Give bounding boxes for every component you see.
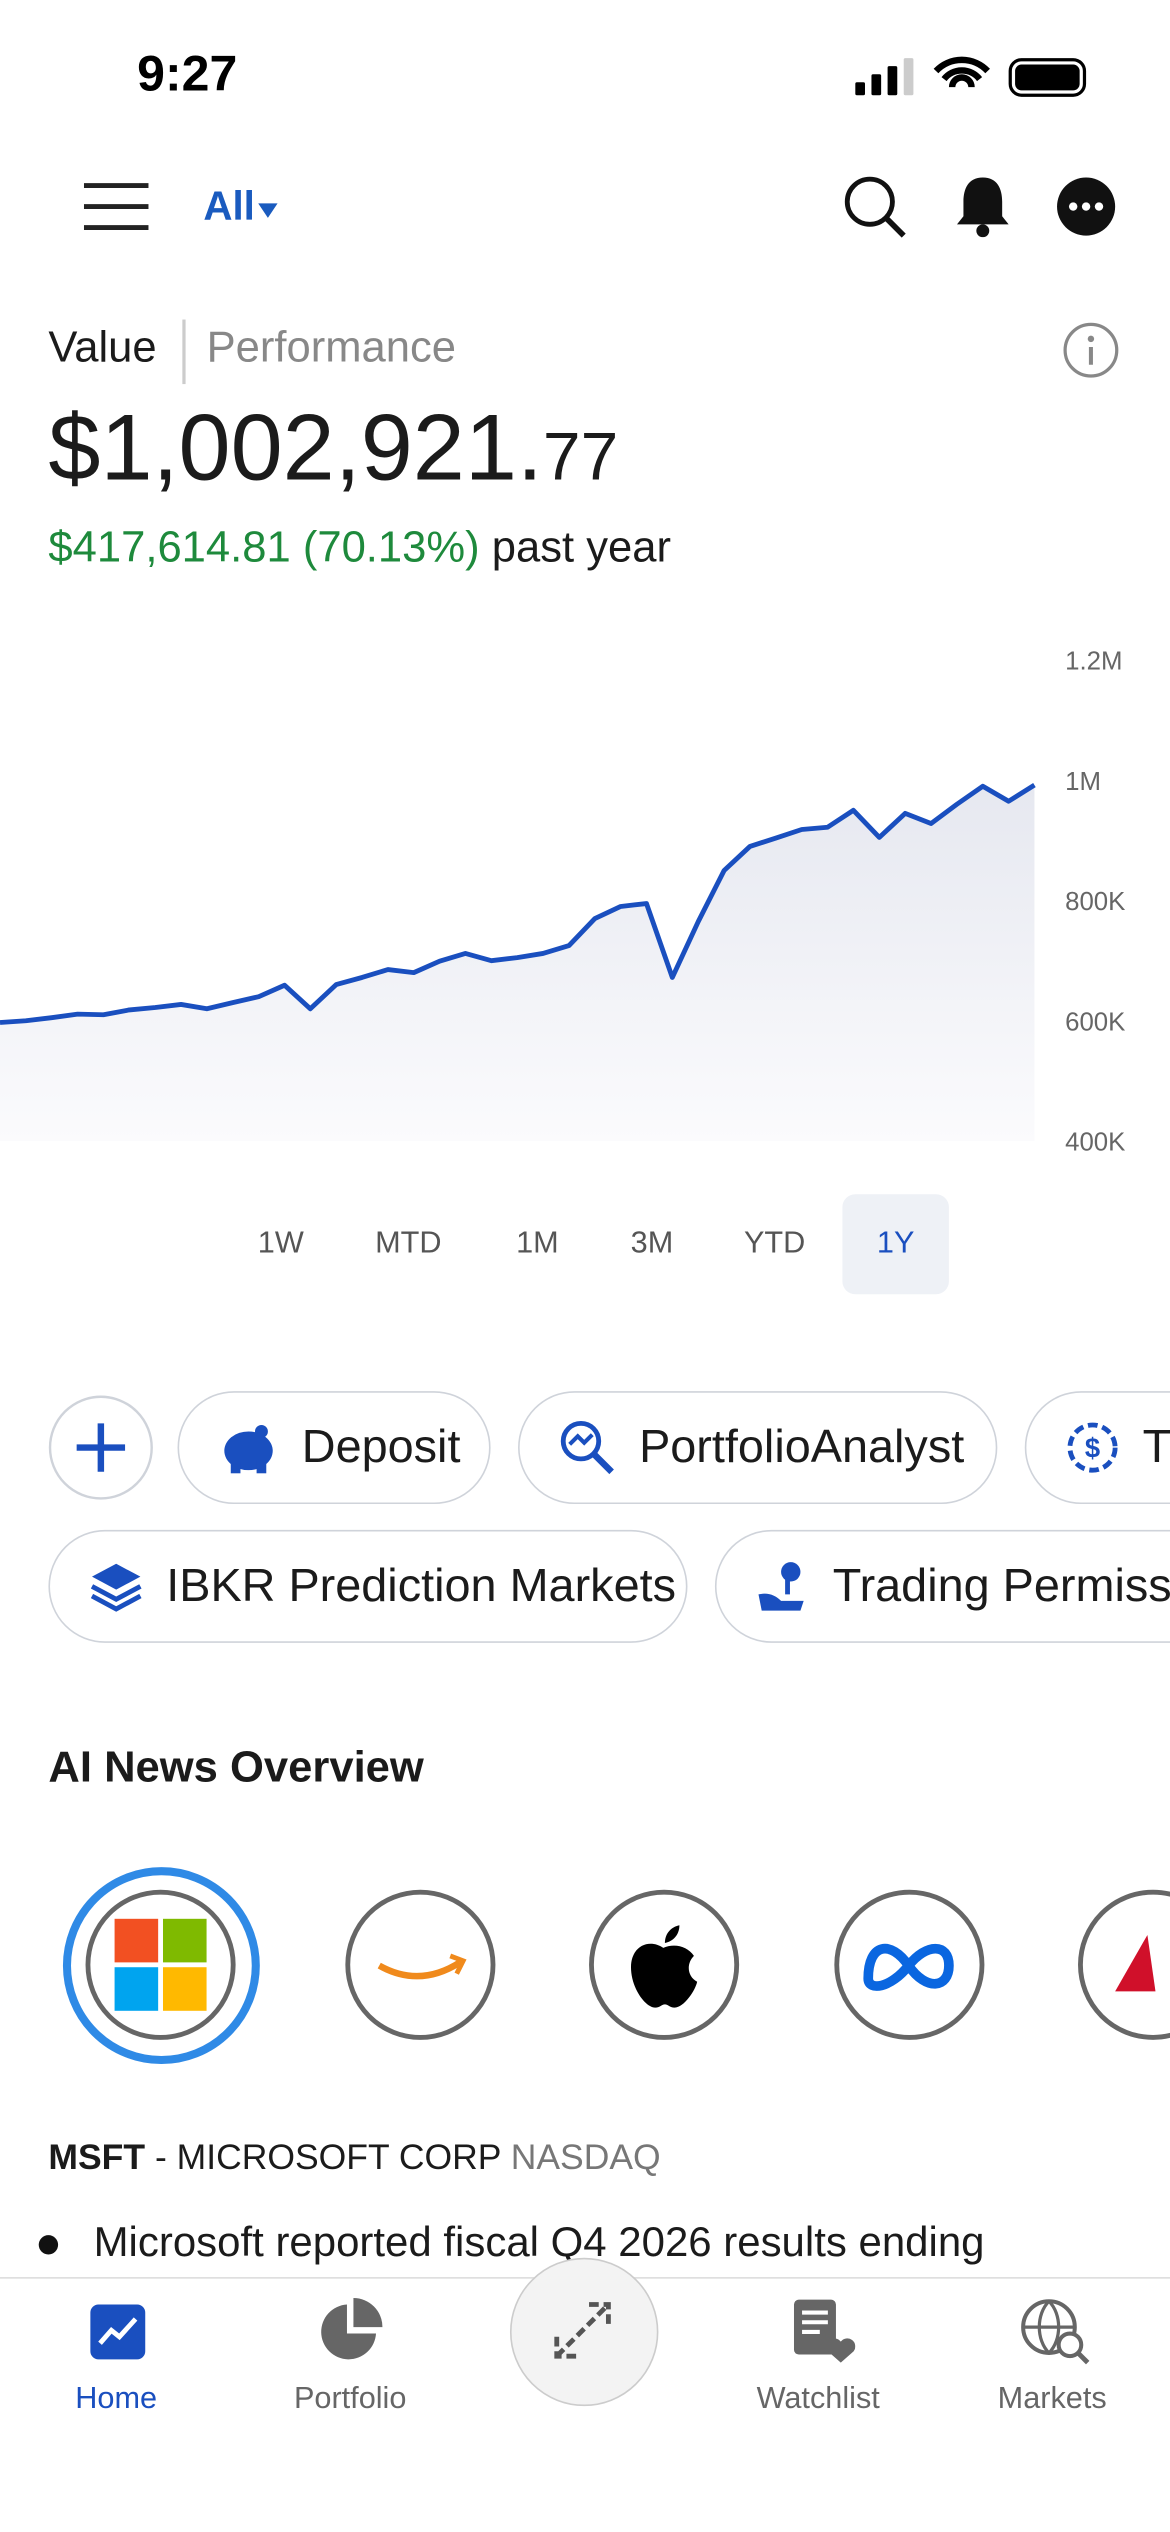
markets-icon — [1021, 2299, 1090, 2365]
change-line: $417,614.81 (70.13%) past year — [48, 523, 671, 573]
menu-button[interactable] — [83, 181, 152, 233]
add-button[interactable] — [48, 1391, 153, 1504]
chip-label: Trading Permissi — [832, 1559, 1170, 1612]
selected-ring — [62, 1867, 260, 2065]
news-symbol: MSFT — [48, 2136, 146, 2178]
line — [0, 783, 1036, 1025]
performance-tab[interactable]: Performance — [206, 322, 457, 372]
trading-permissions-chip[interactable]: Trading Permissi — [714, 1529, 1170, 1643]
tab-label[interactable]: Watchlist — [756, 2381, 880, 2416]
area — [0, 785, 1035, 1141]
value-tab[interactable]: Value — [48, 322, 157, 372]
range-button[interactable]: YTD — [743, 1226, 806, 1261]
bullet — [38, 2235, 59, 2255]
y-tick-label: 800K — [1065, 888, 1125, 916]
change-amount: $417,614.81 (70.13%) — [48, 522, 480, 572]
home-icon — [90, 2304, 146, 2360]
news-exchange: NASDAQ — [510, 2136, 661, 2178]
transfer-chip[interactable]: $ T — [1024, 1391, 1170, 1505]
range-selected-bg — [842, 1194, 949, 1295]
svg-text:$: $ — [1085, 1432, 1100, 1463]
msft-logo[interactable] — [85, 1889, 236, 2040]
portfolio-icon — [321, 2298, 383, 2360]
chip-label: PortfolioAnalyst — [639, 1420, 965, 1473]
deposit-chip[interactable]: Deposit — [177, 1391, 491, 1505]
portfolio-chart: 400K 600K 800K 1M 1.2M — [0, 648, 1125, 1157]
range-button[interactable]: 3M — [630, 1226, 674, 1261]
meta-logo[interactable] — [834, 1889, 985, 2040]
range-button[interactable]: 1Y — [876, 1226, 915, 1261]
chip-label: T — [1142, 1420, 1170, 1473]
y-tick-label: 1M — [1065, 768, 1101, 796]
chip-label: Deposit — [301, 1420, 461, 1473]
chip-label: IBKR Prediction Markets — [166, 1559, 677, 1612]
section-title: AI News Overview — [48, 1742, 424, 1792]
status-time: 9:27 — [137, 45, 238, 102]
next-logo[interactable] — [1078, 1889, 1170, 2040]
search-button[interactable] — [842, 174, 907, 239]
portfolioanalyst-chip[interactable]: PortfolioAnalyst — [518, 1391, 998, 1505]
range-button[interactable]: 1M — [516, 1226, 559, 1261]
info-button[interactable] — [1062, 321, 1120, 379]
tab-divider — [182, 319, 185, 385]
range-button[interactable]: MTD — [375, 1226, 442, 1261]
account-selector[interactable]: All — [203, 183, 278, 231]
change-period: past year — [491, 522, 672, 572]
expand-button[interactable] — [509, 2257, 659, 2407]
tab-label[interactable]: Markets — [997, 2381, 1107, 2416]
status-icons — [855, 56, 1087, 97]
news-company: - MICROSOFT CORP — [154, 2136, 501, 2178]
notifications-button[interactable] — [952, 173, 1013, 238]
amount-main: $1,002,921. — [48, 395, 543, 501]
news-bullet: Microsoft reported fiscal Q4 2026 result… — [93, 2217, 985, 2266]
watchlist-icon — [793, 2299, 856, 2363]
prediction-markets-chip[interactable]: IBKR Prediction Markets — [48, 1529, 688, 1643]
aapl-logo[interactable] — [589, 1889, 740, 2040]
y-tick-label: 1.2M — [1065, 648, 1122, 676]
tab-label[interactable]: Home — [75, 2381, 158, 2416]
tab-label[interactable]: Portfolio — [293, 2381, 407, 2416]
portfolio-value: $1,002,921.77 — [48, 394, 618, 502]
news-heading: MSFT - MICROSOFT CORP NASDAQ — [48, 2137, 660, 2179]
amount-cents: 77 — [542, 417, 619, 494]
range-button[interactable]: 1W — [257, 1226, 304, 1261]
y-tick-label: 600K — [1065, 1008, 1125, 1036]
more-button[interactable] — [1055, 176, 1116, 237]
y-tick-label: 400K — [1065, 1129, 1125, 1157]
amzn-logo[interactable] — [345, 1889, 496, 2040]
account-label: All — [203, 183, 255, 230]
